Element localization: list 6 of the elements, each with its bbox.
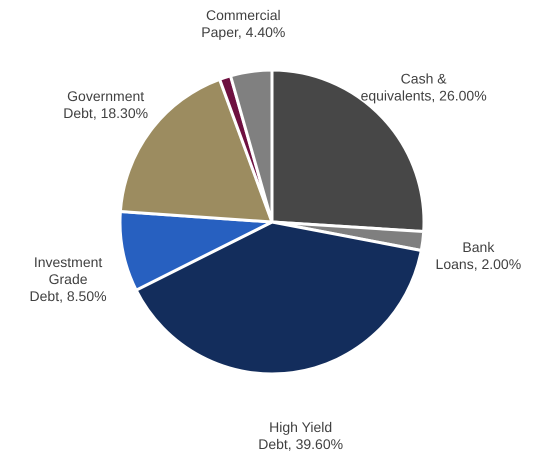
slice-label: Investment Grade Debt, 8.50% (30, 254, 107, 304)
slice-label: Bank Loans, 2.00% (436, 239, 522, 272)
slice-label: Commercial Paper, 4.40% (201, 6, 286, 40)
slice-label: High Yield Debt, 39.60% (258, 419, 344, 452)
slice-label: Cash & equivalents, 26.00% (360, 70, 487, 104)
slice-label: Government Debt, 18.30% (63, 88, 148, 122)
